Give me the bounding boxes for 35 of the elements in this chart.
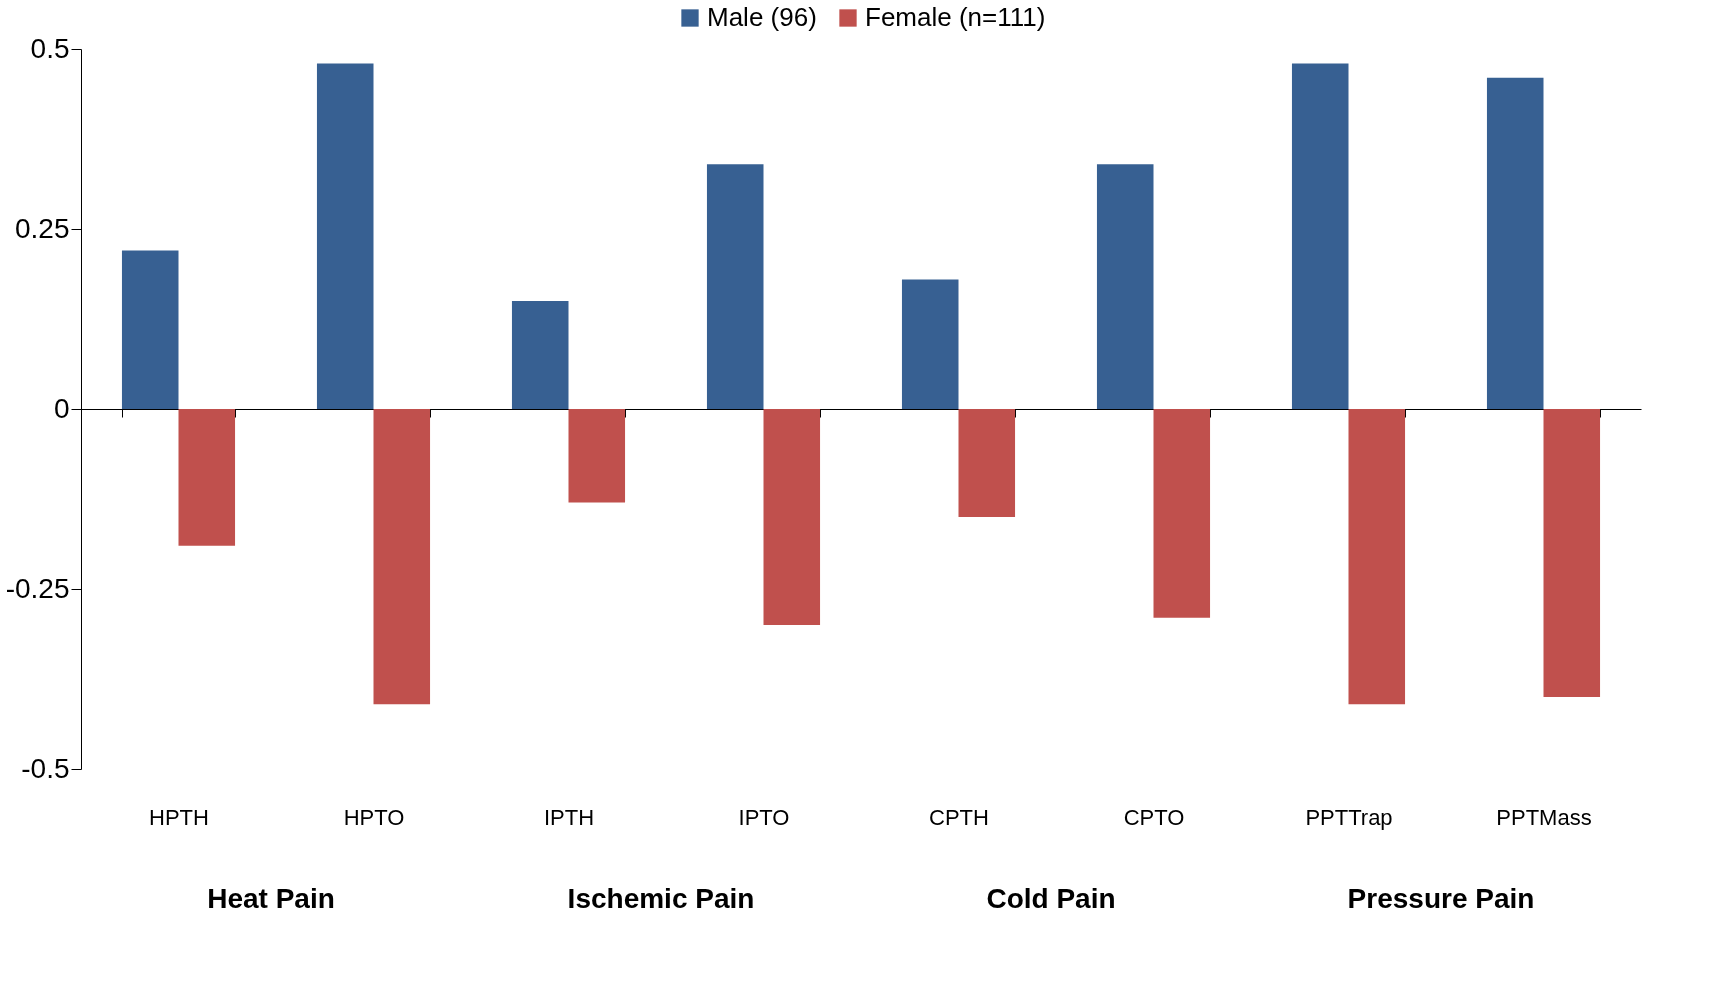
bar: [763, 409, 821, 625]
x-tick-label: CPTH: [929, 804, 989, 830]
x-tick-label: HPTH: [149, 804, 209, 830]
bar: [373, 409, 431, 705]
y-tick-label: -0.5: [21, 752, 70, 784]
bar: [1153, 409, 1211, 618]
bar: [568, 409, 626, 503]
x-tick-label: PPTMass: [1496, 804, 1592, 830]
x-tick-label: CPTO: [1123, 804, 1185, 830]
text: Heat Pain: [206, 883, 336, 915]
bar: [958, 409, 1016, 517]
legend-label: Male (96): [707, 2, 817, 32]
y-tick-label: 0: [53, 392, 70, 424]
bar: [1543, 409, 1601, 697]
y-tick-label: -0.25: [5, 572, 70, 604]
bar: [316, 63, 374, 409]
bar: [1348, 409, 1406, 705]
text: Ischemic Pain: [566, 883, 756, 915]
x-tick-label: IPTH: [543, 804, 595, 830]
bar: [901, 279, 959, 409]
bar: [178, 409, 236, 546]
text: Cold Pain: [985, 883, 1117, 915]
x-tick-label: HPTO: [343, 804, 405, 830]
text: Pressure Pain: [1346, 883, 1536, 915]
bar: [1291, 63, 1349, 409]
legend-label: Female (n=111): [865, 2, 1046, 32]
y-tick-label: 0.5: [30, 32, 70, 64]
bar: [706, 164, 764, 409]
bar: [121, 250, 179, 409]
x-tick-label: PPTTrap: [1305, 804, 1393, 830]
y-tick-label: 0.25: [15, 212, 70, 244]
x-tick-label: IPTO: [738, 804, 790, 830]
bar: [511, 301, 569, 409]
bar: [1486, 77, 1544, 409]
bar: [1096, 164, 1154, 409]
